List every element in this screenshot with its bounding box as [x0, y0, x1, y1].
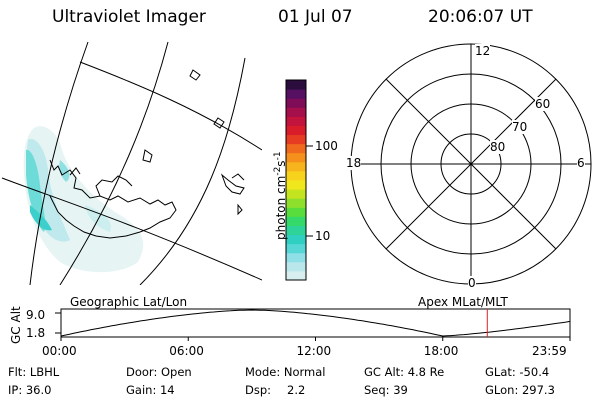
colorbar-segment — [286, 134, 306, 145]
colorbar-segment — [286, 234, 306, 245]
mlt-label-0: 0 — [468, 276, 476, 290]
date-label: 01 Jul 07 — [278, 7, 353, 27]
instrument-title: Ultraviolet Imager — [52, 7, 206, 27]
unit-exp-s: -1 — [273, 151, 283, 161]
unit-s: s — [274, 160, 288, 167]
colorbar-label-10: 10 — [315, 229, 331, 243]
colorbar-segment — [286, 189, 306, 199]
unit-base: photon cm — [274, 175, 288, 240]
colorbar-segment — [286, 261, 306, 272]
colorbar-segment — [286, 170, 306, 181]
colorbar-segment — [286, 207, 306, 217]
colorbar-segment — [286, 89, 306, 99]
polar-circle-outer — [350, 43, 592, 285]
timeline-x-tick-label: 00:00 — [42, 344, 77, 358]
colorbar-segment — [286, 243, 306, 254]
timeline-left-label: Geographic Lat/Lon — [70, 295, 188, 309]
colorbar-segment — [286, 143, 306, 154]
status-flt: Flt: LBHL — [8, 365, 60, 379]
timeline-x-tick-label: 12:00 — [296, 344, 332, 358]
timeline-y-min: 1.8 — [26, 326, 46, 340]
timeline-x-tick-label: 18:00 — [423, 344, 459, 358]
colorbar-segment — [286, 180, 306, 190]
timeline-y-max: 9.0 — [26, 308, 46, 322]
timeline-x-tick-label: 06:00 — [169, 344, 204, 358]
polar-diagonal-1 — [385, 78, 557, 250]
colorbar-segment — [286, 198, 306, 208]
colorbar-segment — [286, 270, 306, 281]
mlt-label-12: 12 — [475, 44, 491, 58]
status-gain: Gain: 14 — [126, 383, 175, 397]
status-dsp-value: 2.2 — [287, 383, 306, 397]
colorbar-segment — [286, 216, 306, 226]
mlt-label-6: 6 — [577, 156, 585, 170]
timeline-right-label: Apex MLat/MLT — [418, 295, 508, 309]
status-mode: Mode: Normal — [245, 365, 326, 379]
colorbar-segment — [286, 116, 306, 126]
mlat-label-60: 60 — [535, 97, 551, 111]
colorbar-segment — [286, 98, 306, 108]
coastline — [49, 69, 245, 239]
aurora-emission — [23, 126, 144, 273]
polar-diagonal-2 — [385, 78, 557, 250]
colorbar-segment — [286, 225, 306, 236]
status-glon: GLon: 297.3 — [485, 383, 555, 397]
colorbar-segment — [286, 80, 306, 90]
polar-circle-60 — [380, 73, 562, 255]
colorbar-segment — [286, 125, 306, 136]
status-dsp-label: Dsp: — [245, 383, 272, 397]
status-gc-alt: GC Alt: 4.8 Re — [364, 365, 445, 379]
mlat-label-70: 70 — [512, 120, 528, 134]
mlt-label-18: 18 — [346, 156, 362, 170]
colorbar-segment — [286, 252, 306, 263]
time-label: 20:06:07 UT — [428, 7, 533, 27]
timeline-y-axis-label: GC Alt — [9, 306, 23, 344]
colorbar-unit-label: photon cm-2s-1 — [273, 151, 288, 240]
map-graticule — [1, 41, 262, 285]
timeline-x-tick-label: 23:59 — [532, 344, 567, 358]
colorbar-label-100: 100 — [315, 139, 338, 153]
status-glat: GLat: -50.4 — [485, 365, 550, 379]
colorbar-segment — [286, 152, 306, 163]
colorbar-segment — [286, 161, 306, 172]
status-ip: IP: 36.0 — [8, 383, 52, 397]
status-door: Door: Open — [126, 365, 192, 379]
unit-exp-cm: -2 — [273, 166, 283, 176]
altitude-curve — [60, 309, 571, 337]
colorbar-segment — [286, 107, 306, 117]
mlat-label-80: 80 — [490, 140, 506, 154]
status-seq: Seq: 39 — [364, 383, 408, 397]
